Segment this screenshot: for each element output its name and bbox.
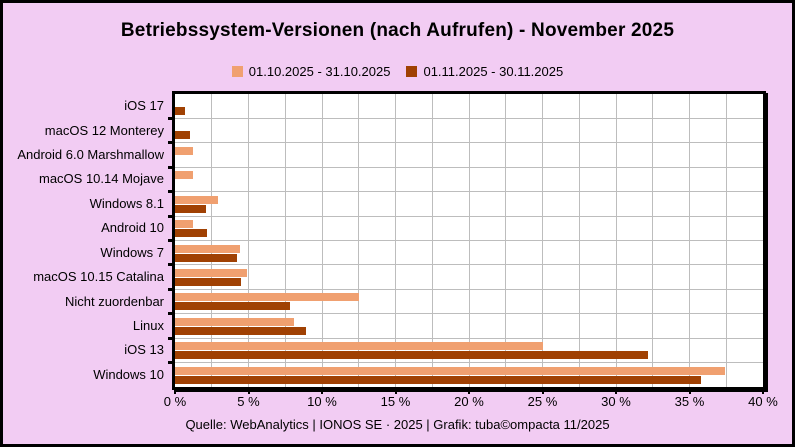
- bar-november-0: [175, 107, 186, 115]
- category-label: macOS 12 Monterey: [44, 122, 164, 138]
- legend-item-october: 01.10.2025 - 31.10.2025: [231, 64, 391, 79]
- x-tick-label: 0 %: [163, 394, 187, 409]
- y-axis-tick: [168, 165, 175, 169]
- horizontal-gridline: [175, 191, 763, 193]
- horizontal-gridline: [175, 166, 763, 168]
- horizontal-gridline: [175, 240, 763, 241]
- legend-swatch-november: [406, 66, 418, 77]
- x-tick-label: 30 %: [601, 394, 631, 409]
- y-axis-tick: [168, 336, 175, 340]
- y-axis-tick: [168, 239, 175, 242]
- category-label: Nicht zuordenbar: [65, 293, 164, 309]
- y-axis-tick: [168, 312, 175, 316]
- x-axis-tick: [247, 390, 250, 394]
- horizontal-gridline: [175, 362, 763, 364]
- x-axis-tick: [762, 390, 764, 394]
- legend-label-november: 01.11.2025 - 30.11.2025: [423, 64, 564, 79]
- y-axis-tick: [168, 141, 175, 145]
- x-axis-tick: [468, 390, 470, 394]
- bar-october-9: [175, 317, 295, 326]
- x-tick-label: 5 %: [237, 394, 260, 409]
- x-axis-tick: [541, 390, 544, 394]
- bar-october-3: [175, 171, 193, 180]
- category-label: Linux: [132, 317, 164, 333]
- x-tick-label: 35 %: [674, 394, 705, 409]
- y-axis-tick: [168, 361, 175, 365]
- category-label: macOS 10.14 Mojave: [38, 171, 164, 187]
- bar-november-8: [175, 302, 290, 311]
- x-tick-label: 15 %: [380, 394, 411, 409]
- category-label: macOS 10.15 Catalina: [33, 269, 164, 285]
- legend-item-november: 01.11.2025 - 30.11.2025: [406, 64, 563, 79]
- bar-october-10: [175, 342, 543, 351]
- x-axis-tick: [615, 390, 617, 394]
- bar-october-11: [175, 366, 725, 375]
- horizontal-gridline: [175, 288, 763, 290]
- bar-october-8: [175, 293, 359, 302]
- bar-november-11: [175, 375, 702, 384]
- category-label: Windows 8.1: [89, 195, 164, 211]
- chart-title: Betriebssystem-Versionen (nach Aufrufen)…: [120, 20, 675, 41]
- y-axis-tick: [168, 287, 175, 291]
- x-axis-tick: [688, 390, 691, 394]
- x-tick-label: 10 %: [307, 394, 337, 409]
- bar-october-4: [175, 195, 218, 204]
- bar-november-9: [175, 326, 306, 335]
- category-label: iOS 17: [124, 98, 164, 114]
- horizontal-gridline: [175, 264, 763, 266]
- category-label: iOS 13: [124, 342, 164, 358]
- bar-october-2: [175, 146, 193, 155]
- y-axis-tick: [168, 116, 175, 120]
- x-axis-tick: [174, 390, 176, 394]
- plot-area: [168, 91, 766, 394]
- bar-november-10: [175, 351, 649, 360]
- horizontal-gridline: [175, 215, 763, 217]
- x-tick-label: 40 %: [748, 394, 778, 409]
- bar-october-5: [175, 220, 193, 229]
- y-axis-tick: [168, 190, 175, 194]
- category-label: Android 10: [101, 220, 164, 236]
- y-axis-tick: [168, 263, 175, 267]
- source-credit: Quelle: WebAnalytics | IONOS SE · 2025 |…: [185, 417, 610, 432]
- category-label: Windows 10: [93, 366, 164, 382]
- category-label: Android 6.0 Marshmallow: [17, 147, 164, 163]
- x-axis-tick: [321, 390, 323, 394]
- horizontal-gridline: [175, 337, 763, 339]
- bar-november-6: [175, 253, 237, 262]
- legend: 01.10.2025 - 31.10.2025 01.11.2025 - 30.…: [3, 64, 792, 79]
- legend-label-october: 01.10.2025 - 31.10.2025: [248, 64, 391, 79]
- x-tick-label: 20 %: [454, 394, 484, 409]
- horizontal-gridline: [175, 142, 763, 144]
- y-axis-tick: [168, 214, 175, 218]
- x-tick-label: 25 %: [527, 394, 558, 409]
- bar-november-5: [175, 229, 208, 238]
- bar-october-6: [175, 244, 240, 253]
- horizontal-gridline: [175, 313, 763, 315]
- bar-november-4: [175, 204, 206, 213]
- bar-november-7: [175, 277, 242, 286]
- horizontal-gridline: [175, 117, 763, 119]
- legend-swatch-october: [231, 66, 243, 77]
- bar-october-7: [175, 268, 248, 277]
- x-axis-tick: [394, 390, 397, 394]
- bar-november-1: [175, 131, 190, 140]
- category-label: Windows 7: [100, 244, 164, 260]
